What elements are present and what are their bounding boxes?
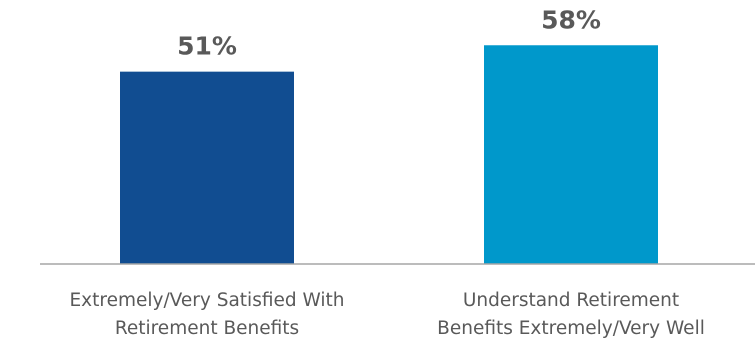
category-label-1-line-1: Extremely/Very Satisfied With [69,290,344,311]
category-label-2: Understand Retirement Benefits Extremely/… [437,290,705,339]
bar-1 [120,71,294,265]
category-labels-group: Extremely/Very Satisfied With Retirement … [69,290,704,339]
category-label-2-line-2: Benefits Extremely/Very Well [437,318,705,339]
category-label-2-line-1: Understand Retirement [463,290,679,311]
value-labels-group: 51% 58% [177,5,601,60]
category-label-1-line-2: Retirement Benefits [115,318,299,339]
value-label-2: 58% [541,5,601,34]
value-label-1: 51% [177,32,237,61]
category-label-1: Extremely/Very Satisfied With Retirement … [69,290,344,339]
bars-group [120,45,658,265]
bar-2 [484,45,658,264]
